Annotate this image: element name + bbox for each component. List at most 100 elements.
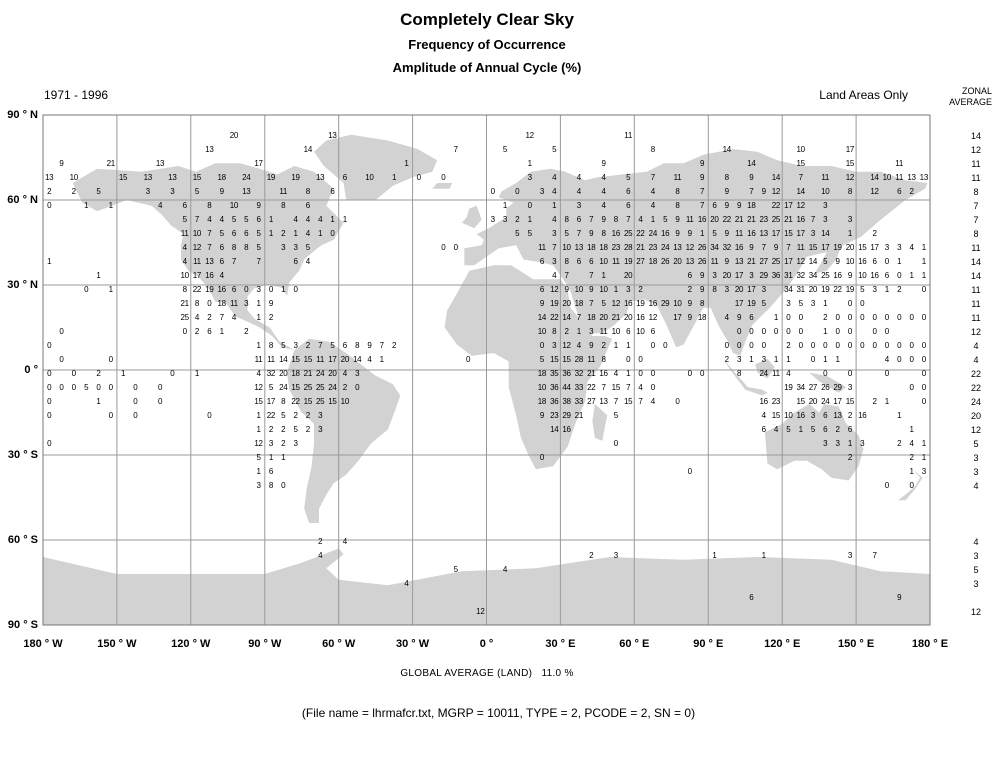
grid-value: 17 — [771, 229, 781, 238]
grid-value: 21 — [587, 369, 596, 378]
longitude-label: 120 ° E — [764, 638, 801, 650]
grid-value: 1 — [613, 341, 618, 350]
grid-value: 11 — [587, 355, 596, 364]
grid-value: 14 — [870, 173, 879, 182]
latitude-label: 60 ° S — [7, 534, 38, 546]
grid-value: 15 — [291, 355, 300, 364]
grid-value: 0 — [835, 341, 840, 350]
grid-value: 9 — [699, 271, 705, 280]
grid-value: 19 — [636, 299, 645, 308]
grid-value: 9 — [761, 187, 766, 196]
zonal-average-header: ZONAL AVERAGE — [949, 86, 992, 108]
grid-value: 0 — [59, 383, 64, 392]
grid-value: 0 — [860, 299, 865, 308]
grid-value: 14 — [722, 145, 732, 154]
grid-value: 4 — [194, 313, 200, 322]
grid-value: 10 — [599, 257, 608, 266]
grid-value: 8 — [355, 341, 360, 350]
grid-value: 25 — [315, 383, 325, 392]
grid-value: 13 — [205, 145, 214, 154]
grid-value: 1 — [342, 215, 347, 224]
grid-value: 19 — [833, 243, 842, 252]
grid-value: 0 — [823, 369, 828, 378]
grid-value: 4 — [601, 201, 606, 210]
zonal-average-value: 4 — [973, 341, 979, 351]
zonal-average-value: 12 — [970, 145, 981, 155]
longitude-label: 90 ° W — [248, 638, 282, 650]
grid-value: 10 — [340, 397, 350, 406]
continent-shape — [464, 149, 928, 356]
grid-value: 9 — [256, 201, 261, 210]
grid-value: 0 — [157, 383, 163, 392]
grid-value: 0 — [847, 369, 853, 378]
grid-value: 3 — [145, 187, 150, 196]
grid-value: 9 — [736, 313, 742, 322]
grid-value: 9 — [539, 299, 545, 308]
grid-value: 10 — [229, 201, 239, 210]
grid-value: 8 — [281, 397, 286, 406]
grid-value: 3 — [847, 383, 853, 392]
grid-value: 5 — [552, 145, 557, 154]
grid-value: 6 — [626, 201, 631, 210]
grid-value: 1 — [909, 425, 914, 434]
grid-value: 6 — [182, 201, 187, 210]
grid-value: 14 — [747, 159, 756, 168]
grid-value: 2 — [281, 439, 286, 448]
grid-value: 1 — [552, 201, 557, 210]
grid-value: 4 — [207, 215, 212, 224]
grid-value: 10 — [562, 243, 571, 252]
grid-value: 17 — [833, 397, 842, 406]
grid-value: 11 — [796, 243, 805, 252]
grid-value: 1 — [847, 439, 853, 448]
grid-value: 4 — [576, 341, 581, 350]
grid-value: 0 — [884, 369, 889, 378]
grid-value: 0 — [921, 397, 926, 406]
grid-value: 2 — [281, 229, 286, 238]
grid-value: 0 — [330, 229, 335, 238]
grid-value: 7 — [613, 397, 618, 406]
grid-value: 10 — [636, 327, 645, 336]
continent-shape — [432, 183, 452, 189]
grid-value: 0 — [909, 383, 914, 392]
grid-value: 0 — [897, 313, 902, 322]
grid-value: 2 — [391, 341, 397, 350]
grid-value: 13 — [242, 187, 251, 196]
file-info-label: (File name = lhrmafcr.txt, MGRP = 10011,… — [301, 706, 696, 720]
grid-value: 5 — [268, 383, 274, 392]
grid-value: 4 — [909, 439, 914, 448]
grid-value: 4 — [219, 215, 224, 224]
grid-value: 0 — [798, 313, 803, 322]
grid-value: 9 — [687, 313, 692, 322]
grid-value: 20 — [808, 397, 818, 406]
grid-value: 8 — [564, 215, 569, 224]
grid-value: 7 — [626, 215, 631, 224]
grid-value: 3 — [847, 551, 853, 560]
grid-value: 0 — [884, 313, 889, 322]
grid-value: 2 — [897, 285, 902, 294]
grid-value: 1 — [268, 215, 274, 224]
grid-value: 2 — [281, 425, 286, 434]
grid-value: 3 — [589, 327, 594, 336]
grid-value: 3 — [761, 355, 766, 364]
longitude-label: 150 ° E — [837, 638, 875, 650]
grid-value: 20 — [734, 285, 744, 294]
grid-value: 27 — [636, 257, 645, 266]
grid-value: 1 — [96, 271, 101, 280]
grid-value: 1 — [330, 215, 335, 224]
grid-value: 1 — [921, 271, 926, 280]
grid-value: 7 — [786, 243, 791, 252]
grid-value: 2 — [872, 397, 877, 406]
grid-value: 3 — [847, 215, 853, 224]
grid-value: 6 — [539, 257, 545, 266]
longitude-label: 0 ° — [479, 638, 494, 650]
grid-value: 13 — [734, 257, 744, 266]
grid-value: 10 — [574, 285, 584, 294]
grid-value: 1 — [256, 341, 261, 350]
grid-value: 14 — [352, 355, 362, 364]
grid-value: 0 — [749, 341, 754, 350]
grid-value: 5 — [626, 173, 631, 182]
grid-value: 21 — [636, 243, 645, 252]
grid-value: 0 — [650, 383, 655, 392]
grid-value: 4 — [367, 355, 372, 364]
grid-value: 6 — [687, 271, 692, 280]
